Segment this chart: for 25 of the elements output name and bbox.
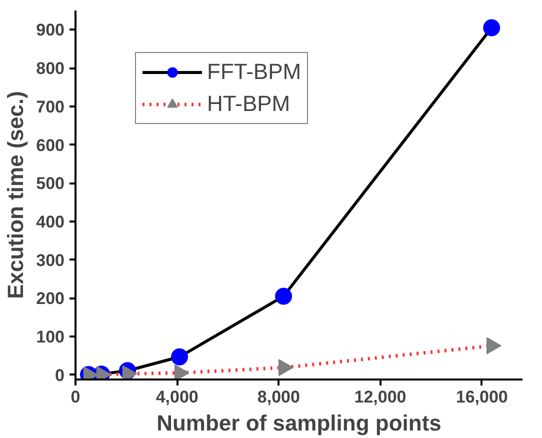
x-tick-label: 0 bbox=[70, 388, 80, 406]
y-tick-label: 700 bbox=[36, 97, 65, 116]
x-tick-label: 16,000 bbox=[456, 388, 508, 406]
point bbox=[486, 337, 502, 354]
y-tick-label: 400 bbox=[36, 212, 65, 232]
x-tick-label: 12,000 bbox=[354, 388, 406, 406]
point bbox=[174, 364, 190, 380]
y-tick-label: 900 bbox=[36, 20, 65, 40]
point bbox=[483, 19, 500, 36]
y-tick-label: 300 bbox=[36, 250, 65, 270]
y-tick-label: 500 bbox=[36, 174, 65, 194]
y-tick-label: 0 bbox=[55, 366, 65, 385]
x-axis-title: Number of sampling points bbox=[156, 410, 442, 436]
y-axis-title: Excution time (sec.) bbox=[3, 91, 28, 299]
y-tick-label: 600 bbox=[36, 136, 65, 155]
legend-label: HT-BPM bbox=[207, 91, 290, 117]
y-tick-label: 200 bbox=[36, 289, 65, 308]
point bbox=[275, 288, 292, 305]
point bbox=[171, 348, 188, 366]
x-tick-label: 8,000 bbox=[257, 388, 300, 406]
legend-label: FFT-BPM bbox=[207, 59, 302, 85]
y-tick-label: 100 bbox=[36, 328, 65, 347]
point bbox=[278, 359, 294, 376]
x-tick-label: 4,000 bbox=[156, 388, 198, 406]
y-tick-label: 800 bbox=[36, 59, 65, 78]
